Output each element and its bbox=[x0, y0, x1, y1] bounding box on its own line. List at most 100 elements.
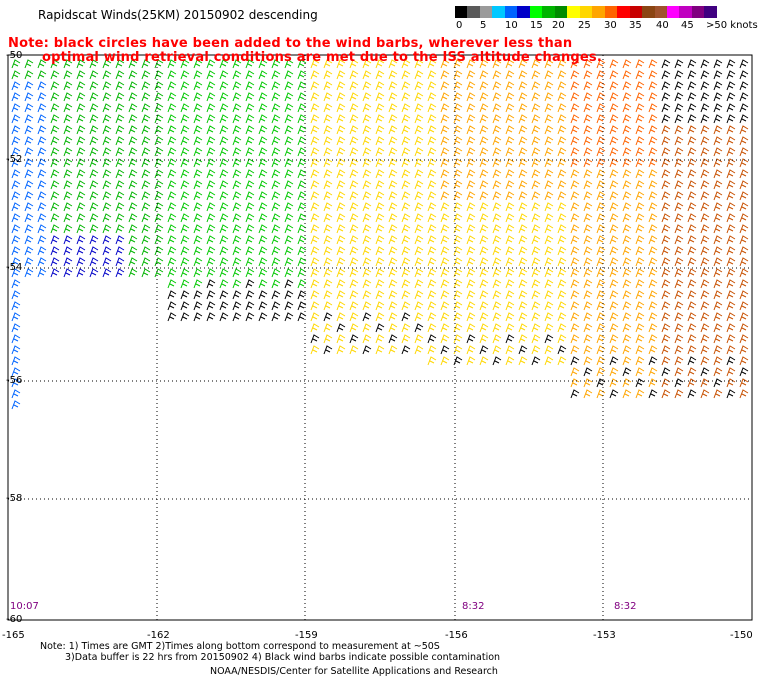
wind-barb bbox=[583, 345, 593, 355]
wind-barb bbox=[622, 158, 632, 168]
wind-barb bbox=[11, 334, 21, 344]
wind-barb bbox=[63, 268, 73, 278]
wind-barb bbox=[11, 59, 21, 69]
wind-barb bbox=[739, 81, 749, 91]
wind-barb bbox=[232, 81, 242, 91]
wind-barb bbox=[609, 169, 619, 179]
lon-label-150: -150 bbox=[730, 630, 753, 641]
wind-barb bbox=[310, 136, 320, 146]
wind-barb bbox=[141, 158, 151, 168]
wind-barb bbox=[492, 345, 502, 355]
wind-barb bbox=[180, 103, 190, 113]
wind-barb bbox=[648, 213, 658, 223]
wind-barb bbox=[323, 125, 333, 135]
wind-barb bbox=[401, 191, 411, 201]
wind-barb bbox=[453, 59, 463, 69]
wind-barb bbox=[648, 59, 658, 69]
legend-label: 45 bbox=[681, 20, 694, 31]
wind-barb bbox=[479, 268, 489, 278]
wind-barb bbox=[648, 345, 658, 355]
wind-barb bbox=[336, 136, 346, 146]
wind-barb bbox=[687, 312, 697, 322]
wind-barb bbox=[206, 103, 216, 113]
wind-barb bbox=[557, 147, 567, 157]
wind-barb bbox=[102, 235, 112, 245]
wind-barb bbox=[635, 81, 645, 91]
wind-barb bbox=[427, 224, 437, 234]
wind-barb bbox=[583, 70, 593, 80]
wind-barb bbox=[635, 70, 645, 80]
legend-label: 5 bbox=[480, 20, 487, 31]
wind-barb bbox=[284, 147, 294, 157]
wind-barb bbox=[193, 103, 203, 113]
wind-barb bbox=[713, 158, 723, 168]
wind-barb bbox=[375, 114, 385, 124]
wind-barb bbox=[167, 81, 177, 91]
wind-barb bbox=[89, 103, 99, 113]
wind-barb bbox=[24, 136, 34, 146]
wind-barb bbox=[713, 334, 723, 344]
wind-barb bbox=[349, 312, 359, 322]
wind-barb bbox=[388, 257, 398, 267]
wind-barb bbox=[518, 114, 528, 124]
wind-barb bbox=[154, 92, 164, 102]
wind-barb bbox=[713, 125, 723, 135]
wind-barb bbox=[570, 356, 580, 366]
wind-barb bbox=[76, 180, 86, 190]
wind-barb bbox=[531, 279, 541, 289]
wind-barb bbox=[154, 257, 164, 267]
wind-barb bbox=[76, 136, 86, 146]
wind-barb bbox=[622, 334, 632, 344]
wind-barb bbox=[115, 158, 125, 168]
wind-barb bbox=[531, 290, 541, 300]
wind-barb bbox=[726, 59, 736, 69]
wind-barb bbox=[271, 125, 281, 135]
wind-barb bbox=[505, 70, 515, 80]
wind-barb bbox=[466, 235, 476, 245]
wind-barb bbox=[635, 213, 645, 223]
wind-barb bbox=[102, 224, 112, 234]
wind-barb bbox=[427, 158, 437, 168]
wind-barb bbox=[583, 59, 593, 69]
wind-barb bbox=[622, 180, 632, 190]
wind-barb bbox=[453, 103, 463, 113]
wind-barb bbox=[11, 312, 21, 322]
wind-barb bbox=[726, 257, 736, 267]
wind-barb bbox=[479, 169, 489, 179]
wind-barb bbox=[713, 367, 723, 377]
wind-barb bbox=[219, 257, 229, 267]
wind-barb bbox=[492, 213, 502, 223]
wind-barb bbox=[375, 334, 385, 344]
wind-barb bbox=[50, 235, 60, 245]
wind-barb bbox=[24, 147, 34, 157]
wind-barb bbox=[674, 301, 684, 311]
wind-barb bbox=[388, 323, 398, 333]
wind-barb bbox=[167, 224, 177, 234]
wind-barb bbox=[518, 235, 528, 245]
legend-swatch bbox=[567, 6, 580, 18]
wind-barb bbox=[505, 345, 515, 355]
wind-barb bbox=[232, 114, 242, 124]
wind-barb bbox=[544, 235, 554, 245]
wind-barb bbox=[349, 224, 359, 234]
wind-barb bbox=[570, 114, 580, 124]
wind-barb bbox=[648, 180, 658, 190]
wind-barb bbox=[544, 268, 554, 278]
wind-barb bbox=[427, 312, 437, 322]
wind-barb bbox=[284, 279, 294, 289]
wind-barb bbox=[739, 158, 749, 168]
wind-barb bbox=[739, 367, 749, 377]
wind-barb bbox=[219, 224, 229, 234]
wind-barb bbox=[635, 235, 645, 245]
wind-barb bbox=[492, 224, 502, 234]
wind-barb bbox=[687, 334, 697, 344]
wind-barb bbox=[11, 345, 21, 355]
wind-barb bbox=[193, 147, 203, 157]
wind-barb bbox=[180, 114, 190, 124]
wind-barb bbox=[479, 103, 489, 113]
wind-barb bbox=[687, 147, 697, 157]
wind-barb bbox=[466, 59, 476, 69]
wind-barb bbox=[726, 180, 736, 190]
wind-barb bbox=[11, 224, 21, 234]
